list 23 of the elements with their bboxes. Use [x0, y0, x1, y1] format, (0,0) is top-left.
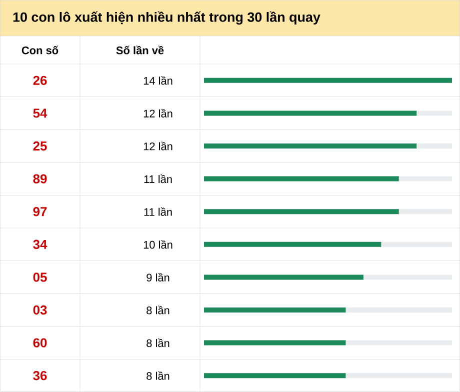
data-label: 12 lần [144, 142, 172, 150]
y-tick-label: 60 [33, 338, 47, 348]
data-label: 14 lần [144, 76, 172, 85]
text: Con số [22, 46, 58, 54]
y-tick-label: 26 [33, 76, 47, 85]
y-tick-label: 03 [33, 305, 47, 315]
y-tick-label: 89 [33, 174, 47, 184]
y-tick-label: 97 [33, 207, 47, 216]
data-label: 8 lần [146, 306, 170, 314]
text: Số lần về [116, 46, 164, 54]
data-label: 12 lần [144, 108, 172, 118]
data-label: 8 lần [146, 338, 170, 348]
data-label: 9 lần [146, 272, 170, 282]
data-label: 10 lần [144, 240, 172, 249]
y-tick-label: 05 [33, 272, 47, 282]
y-tick-label: 25 [33, 141, 47, 151]
y-tick-label: 36 [33, 371, 47, 380]
y-tick-label: 54 [33, 108, 48, 118]
data-label: 11 lần [144, 174, 172, 184]
y-tick-label: 34 [33, 240, 48, 249]
data-label: 8 lần [146, 371, 170, 380]
data-label: 11 lần [144, 207, 172, 216]
chart-title: 10 con lô xuất hiện nhiều nhất trong 30 lần quay [13, 11, 320, 25]
